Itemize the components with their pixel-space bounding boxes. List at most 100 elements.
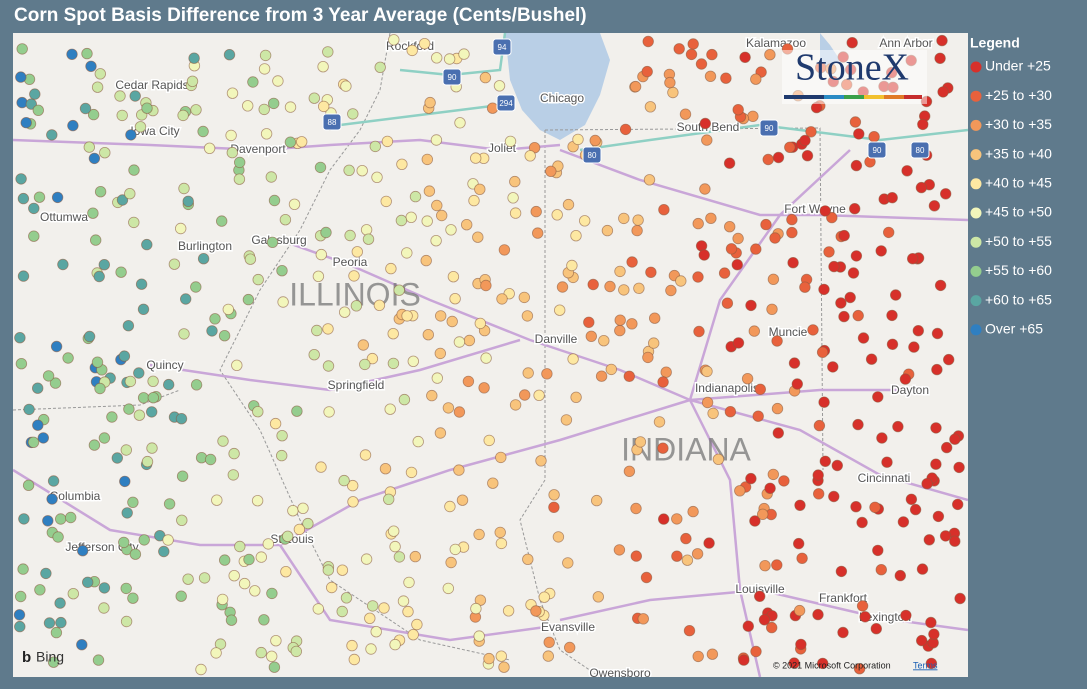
city-label: Burlington [178, 239, 232, 253]
location-dot [443, 53, 456, 65]
location-dot [54, 597, 66, 609]
location-dot [805, 126, 817, 138]
terms-link[interactable]: Terms [913, 660, 938, 670]
location-dot [769, 232, 781, 244]
location-dot [543, 636, 555, 649]
location-dot [850, 250, 863, 262]
highway-shield [910, 141, 930, 159]
location-dot [118, 536, 130, 549]
location-dot [462, 375, 475, 388]
location-dot [930, 422, 942, 434]
location-dot [886, 309, 898, 322]
location-dot [182, 195, 194, 208]
location-dot [679, 108, 692, 120]
location-dot [266, 587, 278, 600]
location-dot [943, 353, 955, 366]
location-dot [562, 198, 575, 211]
location-dot [34, 584, 46, 596]
location-dot [692, 650, 704, 663]
location-dot [758, 614, 771, 626]
location-dot [626, 318, 638, 330]
location-dot [89, 234, 102, 246]
city-label: Cincinnati [858, 471, 911, 485]
location-dot [734, 485, 746, 497]
location-dot [560, 414, 573, 426]
location-dot [17, 270, 30, 282]
location-dot [162, 534, 174, 546]
location-dot [614, 324, 626, 337]
city-label: Louisville [735, 582, 785, 596]
location-dot [748, 325, 761, 337]
location-dot [32, 419, 44, 431]
location-dot [767, 468, 780, 481]
location-dot [886, 191, 898, 204]
location-dot [699, 117, 712, 130]
location-dot [369, 140, 382, 153]
location-dot [387, 357, 400, 370]
location-dot [364, 612, 376, 625]
location-dot [62, 352, 74, 364]
location-dot [234, 540, 246, 553]
location-dot [937, 86, 949, 98]
location-dot [675, 275, 687, 287]
location-dot [703, 537, 715, 549]
location-dot [813, 488, 825, 500]
location-dot [98, 602, 110, 614]
location-dot [388, 34, 400, 46]
location-dot [218, 330, 231, 342]
location-dot [645, 266, 657, 279]
location-dot [336, 564, 349, 576]
location-dot [859, 611, 871, 623]
location-dot [115, 266, 127, 278]
legend-label: +60 to +65 [985, 291, 1052, 307]
location-dot [346, 639, 358, 652]
location-dot [850, 501, 862, 513]
location-dot [128, 164, 140, 176]
location-dot [351, 246, 364, 258]
location-dot [265, 171, 278, 183]
location-dot [928, 200, 941, 212]
location-dot [532, 227, 544, 239]
location-dot [129, 548, 142, 560]
legend-swatch [970, 119, 982, 131]
city-label: Lexington [859, 610, 911, 624]
location-dot [406, 44, 418, 57]
location-dot [197, 253, 210, 265]
location-dot [347, 108, 359, 120]
location-dot [46, 493, 58, 505]
location-dot [916, 634, 928, 647]
logo-bar [784, 95, 824, 99]
location-dot [642, 35, 654, 48]
location-dot [28, 202, 40, 215]
location-dot [533, 389, 545, 402]
state-border [519, 130, 601, 677]
legend-swatch [970, 90, 982, 102]
location-dot [336, 605, 348, 618]
location-dot [81, 576, 94, 589]
location-dot [641, 65, 653, 78]
location-dot [470, 152, 482, 164]
location-dot [857, 332, 870, 344]
location-dot [799, 134, 811, 147]
location-dot [932, 510, 945, 523]
location-dot [411, 618, 423, 631]
location-dot [741, 373, 754, 385]
location-dot [276, 449, 288, 462]
location-dot [691, 548, 704, 560]
city-label: Ottumwa [40, 210, 88, 224]
location-dot [791, 378, 804, 390]
location-dot [124, 375, 137, 388]
location-dot [623, 370, 636, 383]
location-dot [124, 187, 136, 200]
location-dot [683, 625, 696, 637]
location-dot [322, 46, 334, 58]
legend-swatch [970, 149, 982, 161]
location-dot [94, 185, 107, 198]
location-dot [685, 48, 698, 61]
location-dot [720, 72, 732, 84]
location-dot [835, 297, 847, 309]
location-dot [88, 439, 101, 451]
location-dot [724, 220, 736, 233]
location-dot [643, 174, 656, 186]
location-dot [671, 550, 683, 562]
